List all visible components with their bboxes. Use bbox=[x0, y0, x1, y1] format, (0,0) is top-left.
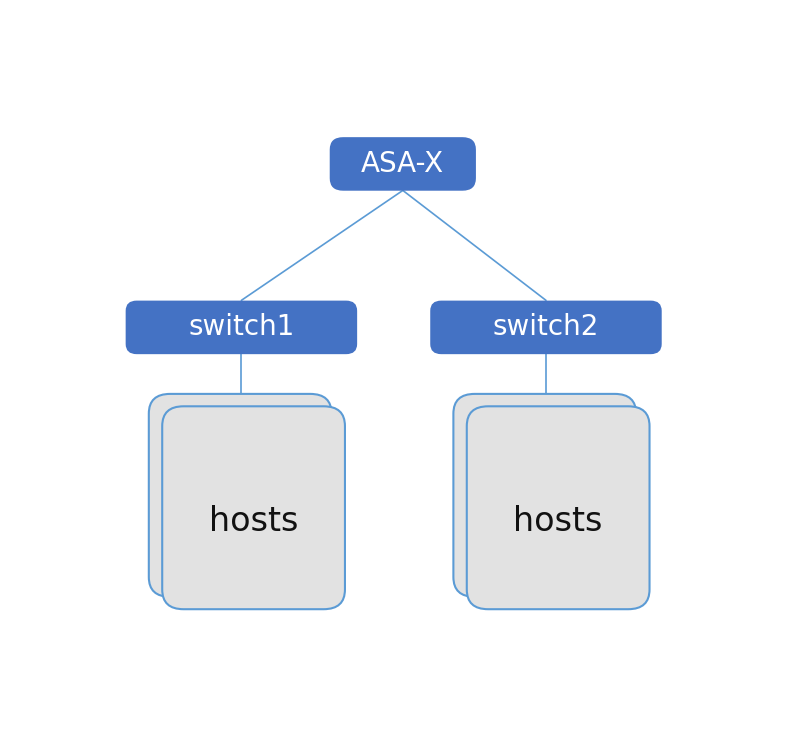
FancyBboxPatch shape bbox=[430, 301, 662, 354]
FancyBboxPatch shape bbox=[162, 406, 345, 609]
FancyBboxPatch shape bbox=[126, 301, 357, 354]
FancyBboxPatch shape bbox=[454, 394, 636, 597]
Text: switch2: switch2 bbox=[493, 313, 599, 341]
Text: ASA-X: ASA-X bbox=[362, 150, 444, 178]
FancyBboxPatch shape bbox=[149, 394, 332, 597]
FancyBboxPatch shape bbox=[467, 406, 649, 609]
FancyBboxPatch shape bbox=[330, 137, 476, 191]
Text: hosts: hosts bbox=[209, 505, 298, 538]
Text: hosts: hosts bbox=[513, 505, 603, 538]
Text: switch1: switch1 bbox=[188, 313, 295, 341]
